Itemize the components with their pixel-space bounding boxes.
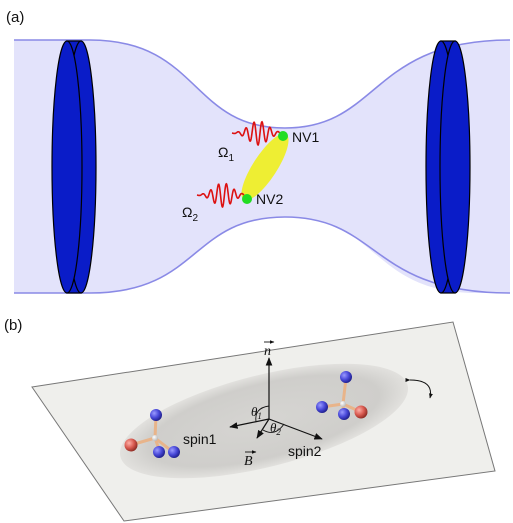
b-vector-label: B <box>244 450 257 469</box>
nv-molecule-left <box>124 409 180 458</box>
nv2-label: NV2 <box>256 191 283 207</box>
theta1-arc <box>255 405 270 423</box>
b-vector <box>256 418 270 439</box>
omega2-label: Ω2 <box>182 204 198 224</box>
pulse-omega2 <box>196 182 245 208</box>
spin2-label: spin2 <box>288 443 322 459</box>
theta2-label: θ2 <box>270 420 281 437</box>
pulse-omega1 <box>231 120 281 146</box>
spin1-vector <box>229 418 270 429</box>
left-mirror <box>51 40 97 294</box>
beam-upper-edge <box>14 39 511 129</box>
nv1-label: NV1 <box>292 129 319 145</box>
panel-b-label: (b) <box>4 317 22 334</box>
right-mirror <box>425 40 471 294</box>
nv1-dot <box>278 131 288 141</box>
nv2-dot <box>242 194 252 204</box>
n-vector-label: n <box>264 340 275 359</box>
nv-coupling-ellipse <box>241 133 289 201</box>
beam-lower-edge <box>14 216 511 294</box>
theta1-label: θ1 <box>251 404 262 421</box>
spin2-vector <box>268 418 323 440</box>
panel-a-label: (a) <box>6 9 24 26</box>
coupling-region-ellipse <box>119 363 409 479</box>
rotation-arrow <box>405 377 433 399</box>
omega1-label: Ω1 <box>218 144 234 164</box>
svg-text:n: n <box>264 344 271 359</box>
vector-arrows <box>229 357 323 440</box>
theta2-arc <box>262 423 285 433</box>
spin1-label: spin1 <box>183 431 217 447</box>
nv-molecule-right <box>316 371 368 420</box>
svg-text:B: B <box>244 454 253 469</box>
